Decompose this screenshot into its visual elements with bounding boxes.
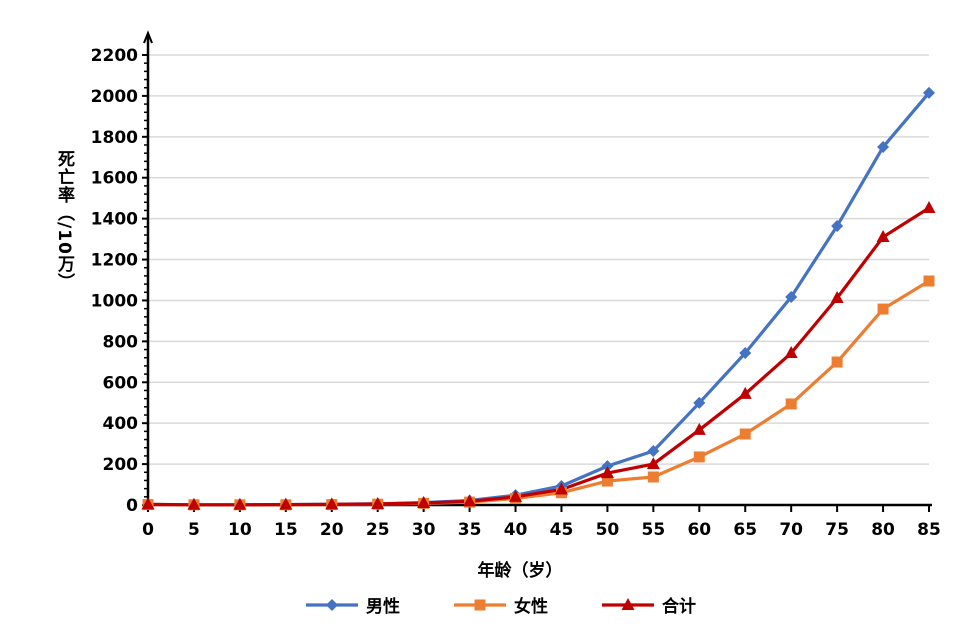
legend-square-icon [454,599,506,610]
x-tick-label: 50 [596,520,620,540]
y-tick-label: 600 [103,373,139,393]
data-point [279,497,293,510]
data-point [325,497,339,510]
x-tick-label: 65 [733,520,757,540]
x-tick-label: 55 [642,520,666,540]
y-tick-label: 1600 [91,169,138,189]
x-tick-label: 15 [274,520,298,540]
data-point [831,220,844,232]
data-point [141,497,155,510]
x-tick-label: 75 [825,520,849,540]
series-line-0 [147,91,931,507]
y-tick-label: 800 [103,332,139,352]
legend-label: 女性 [514,597,548,617]
data-point [831,356,843,368]
x-axis-label: 年龄（岁） [477,561,563,581]
y-tick-label: 1000 [91,291,138,311]
x-tick-label: 0 [142,520,154,540]
y-tick-label: 1200 [91,251,138,271]
x-tick-label: 5 [188,520,200,540]
y-axis-arrow [143,30,153,44]
data-point [692,422,706,435]
data-point [830,291,844,303]
data-point [233,497,247,510]
legend-triangle-icon [602,597,654,610]
y-tick-label: 1800 [91,128,138,148]
data-point [785,290,798,303]
data-point [647,445,660,457]
data-point [693,396,706,409]
legend: 男性 女性 合计 [0,592,960,617]
x-tick-label: 80 [871,520,895,540]
x-tick-label: 10 [228,520,252,540]
data-point [463,494,477,507]
data-point [876,230,890,243]
data-point [877,141,890,154]
y-tick-label: 400 [103,414,139,434]
data-point [554,482,568,495]
data-point [739,347,752,360]
data-point [784,346,798,359]
y-tick-label: 0 [126,496,138,516]
y-axis-label: 死亡率（/10万） [54,150,74,291]
data-point [785,398,797,410]
legend-item: 男性 [304,592,400,617]
data-point [417,495,431,508]
y-tick-label: 200 [103,455,139,475]
x-tick-label: 25 [366,520,390,540]
legend-marker [326,598,338,611]
data-point [646,457,660,470]
legend-item: 女性 [452,592,548,617]
x-tick-label: 85 [917,520,941,540]
legend-label: 男性 [366,597,400,617]
data-point [601,475,613,487]
data-point [647,471,659,483]
data-point [693,451,705,463]
y-tick-label: 2200 [91,46,138,66]
legend-item: 合计 [600,592,696,617]
x-tick-label: 30 [412,520,436,540]
legend-diamond-icon [306,598,358,611]
data-point [187,497,201,510]
x-tick-label: 20 [320,520,344,540]
data-point [877,303,889,315]
legend-marker [621,597,635,610]
data-point [600,466,614,479]
data-point [371,496,385,509]
legend-label: 合计 [662,597,696,617]
data-point [922,201,936,213]
x-tick-label: 45 [550,520,574,540]
data-point [923,86,935,99]
data-point [738,386,752,399]
data-point [923,275,935,287]
data-point [739,428,751,440]
data-point [509,489,523,502]
series-line-1 [147,279,930,507]
y-tick-label: 1400 [91,210,138,230]
x-tick-label: 60 [687,520,711,540]
x-tick-label: 70 [779,520,803,540]
x-tick-label: 35 [458,520,482,540]
y-tick-label: 2000 [91,87,138,107]
legend-marker [474,599,486,610]
series-line-2 [147,206,930,507]
x-tick-label: 40 [504,520,528,540]
